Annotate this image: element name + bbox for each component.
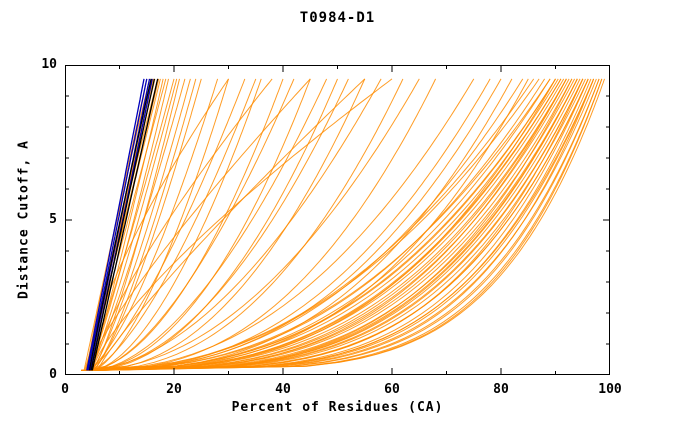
orange-models-curve bbox=[92, 78, 573, 371]
x-tick-label: 100 bbox=[598, 382, 622, 397]
orange-models-curve bbox=[91, 78, 393, 371]
orange-models-curve bbox=[86, 78, 382, 371]
orange-models-curve bbox=[81, 78, 559, 371]
orange-models-curve bbox=[97, 78, 595, 371]
black-models-curve bbox=[90, 78, 156, 371]
orange-models-curve bbox=[81, 78, 535, 371]
orange-models-curve bbox=[92, 78, 197, 371]
orange-models-curve bbox=[81, 78, 565, 371]
orange-models-curve bbox=[86, 78, 311, 371]
orange-models-curve bbox=[86, 78, 573, 371]
orange-models-curve bbox=[86, 78, 284, 371]
orange-models-curve bbox=[97, 78, 589, 371]
orange-models-curve bbox=[92, 78, 328, 371]
orange-models-curve bbox=[91, 78, 273, 371]
orange-models-curve bbox=[97, 78, 603, 371]
orange-models-curve bbox=[97, 78, 567, 371]
orange-models-curve bbox=[91, 78, 202, 371]
orange-models-curve bbox=[81, 78, 578, 371]
orange-models-curve bbox=[92, 78, 491, 371]
orange-models-curve bbox=[90, 78, 191, 371]
y-tick-label: 5 bbox=[49, 212, 57, 227]
orange-models-curve bbox=[92, 78, 295, 371]
orange-models-curve bbox=[86, 78, 349, 371]
orange-models-curve bbox=[86, 78, 475, 371]
x-tick-label: 0 bbox=[61, 382, 69, 397]
x-axis-label: Percent of Residues (CA) bbox=[231, 400, 444, 415]
orange-models-curve bbox=[86, 78, 605, 371]
x-tick-label: 60 bbox=[384, 382, 400, 397]
orange-models-curve bbox=[86, 78, 597, 371]
orange-models-curve bbox=[92, 78, 600, 371]
orange-models-curve bbox=[86, 78, 524, 371]
plot-title: T0984-D1 bbox=[299, 10, 376, 26]
orange-models-curve bbox=[92, 78, 578, 371]
orange-models-curve bbox=[86, 78, 246, 371]
orange-models-curve bbox=[86, 78, 175, 371]
orange-models-curve bbox=[92, 78, 551, 371]
y-tick-label: 10 bbox=[41, 57, 57, 72]
x-tick-label: 20 bbox=[166, 382, 182, 397]
orange-models-curve bbox=[86, 78, 551, 371]
x-tick-label: 40 bbox=[275, 382, 291, 397]
blue-models-curve bbox=[87, 78, 148, 371]
orange-models-curve bbox=[86, 78, 420, 371]
blue-models-curve bbox=[86, 78, 145, 371]
black-models-curve bbox=[91, 78, 159, 371]
orange-models-curve bbox=[81, 78, 586, 371]
orange-models-curve bbox=[87, 78, 169, 371]
orange-models-curve bbox=[92, 78, 589, 371]
orange-models-curve bbox=[81, 78, 567, 371]
orange-models-curve bbox=[89, 78, 257, 371]
orange-models-curve bbox=[86, 78, 556, 371]
orange-models-curve bbox=[81, 78, 584, 371]
x-tick-label: 80 bbox=[493, 382, 509, 397]
orange-models-curve bbox=[86, 78, 581, 371]
orange-models-curve bbox=[86, 78, 311, 371]
orange-models-curve bbox=[92, 78, 229, 371]
orange-models-curve bbox=[92, 78, 262, 371]
orange-models-curve bbox=[92, 78, 404, 371]
plot-area bbox=[65, 65, 610, 375]
orange-models-curve bbox=[92, 78, 562, 371]
black-models-curve bbox=[88, 78, 152, 371]
orange-models-curve bbox=[89, 78, 338, 371]
orange-models-curve bbox=[92, 78, 437, 371]
orange-models-curve bbox=[86, 78, 219, 371]
orange-models-curve bbox=[97, 78, 366, 371]
orange-models-curve bbox=[81, 78, 576, 371]
orange-models-curve bbox=[86, 78, 540, 371]
orange-models-curve bbox=[92, 78, 567, 371]
y-tick-label: 0 bbox=[49, 367, 57, 382]
orange-models-curve bbox=[89, 78, 178, 371]
orange-models-curve bbox=[92, 78, 595, 371]
